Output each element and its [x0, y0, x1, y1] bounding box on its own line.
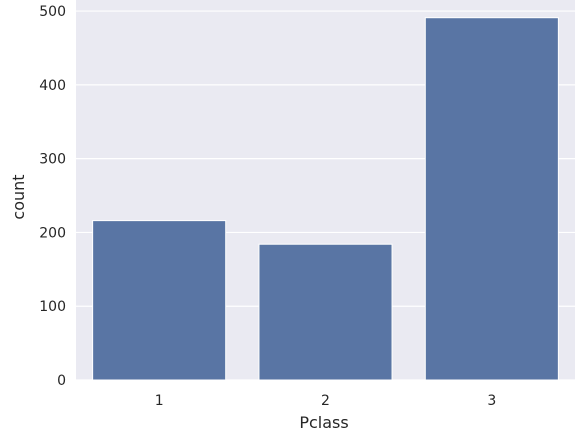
- y-tick-label: 500: [39, 4, 66, 20]
- x-tick-label: 2: [321, 393, 330, 409]
- x-tick-label: 3: [487, 393, 496, 409]
- y-tick-label: 300: [39, 152, 66, 168]
- x-tick-labels: 1 2 3: [155, 393, 497, 409]
- bar-1: [92, 220, 227, 381]
- bar-3: [424, 17, 559, 381]
- bar-2: [258, 243, 393, 381]
- y-tick-label: 400: [39, 78, 66, 94]
- y-tick-label: 200: [39, 225, 66, 241]
- y-tick-label: 0: [57, 373, 66, 389]
- x-axis-label: Pclass: [299, 413, 348, 432]
- x-tick-label: 1: [155, 393, 164, 409]
- y-axis-label: count: [9, 174, 28, 219]
- y-tick-labels: 0 100 200 300 400 500: [39, 4, 66, 389]
- y-tick-label: 100: [39, 299, 66, 315]
- bars: [92, 17, 559, 381]
